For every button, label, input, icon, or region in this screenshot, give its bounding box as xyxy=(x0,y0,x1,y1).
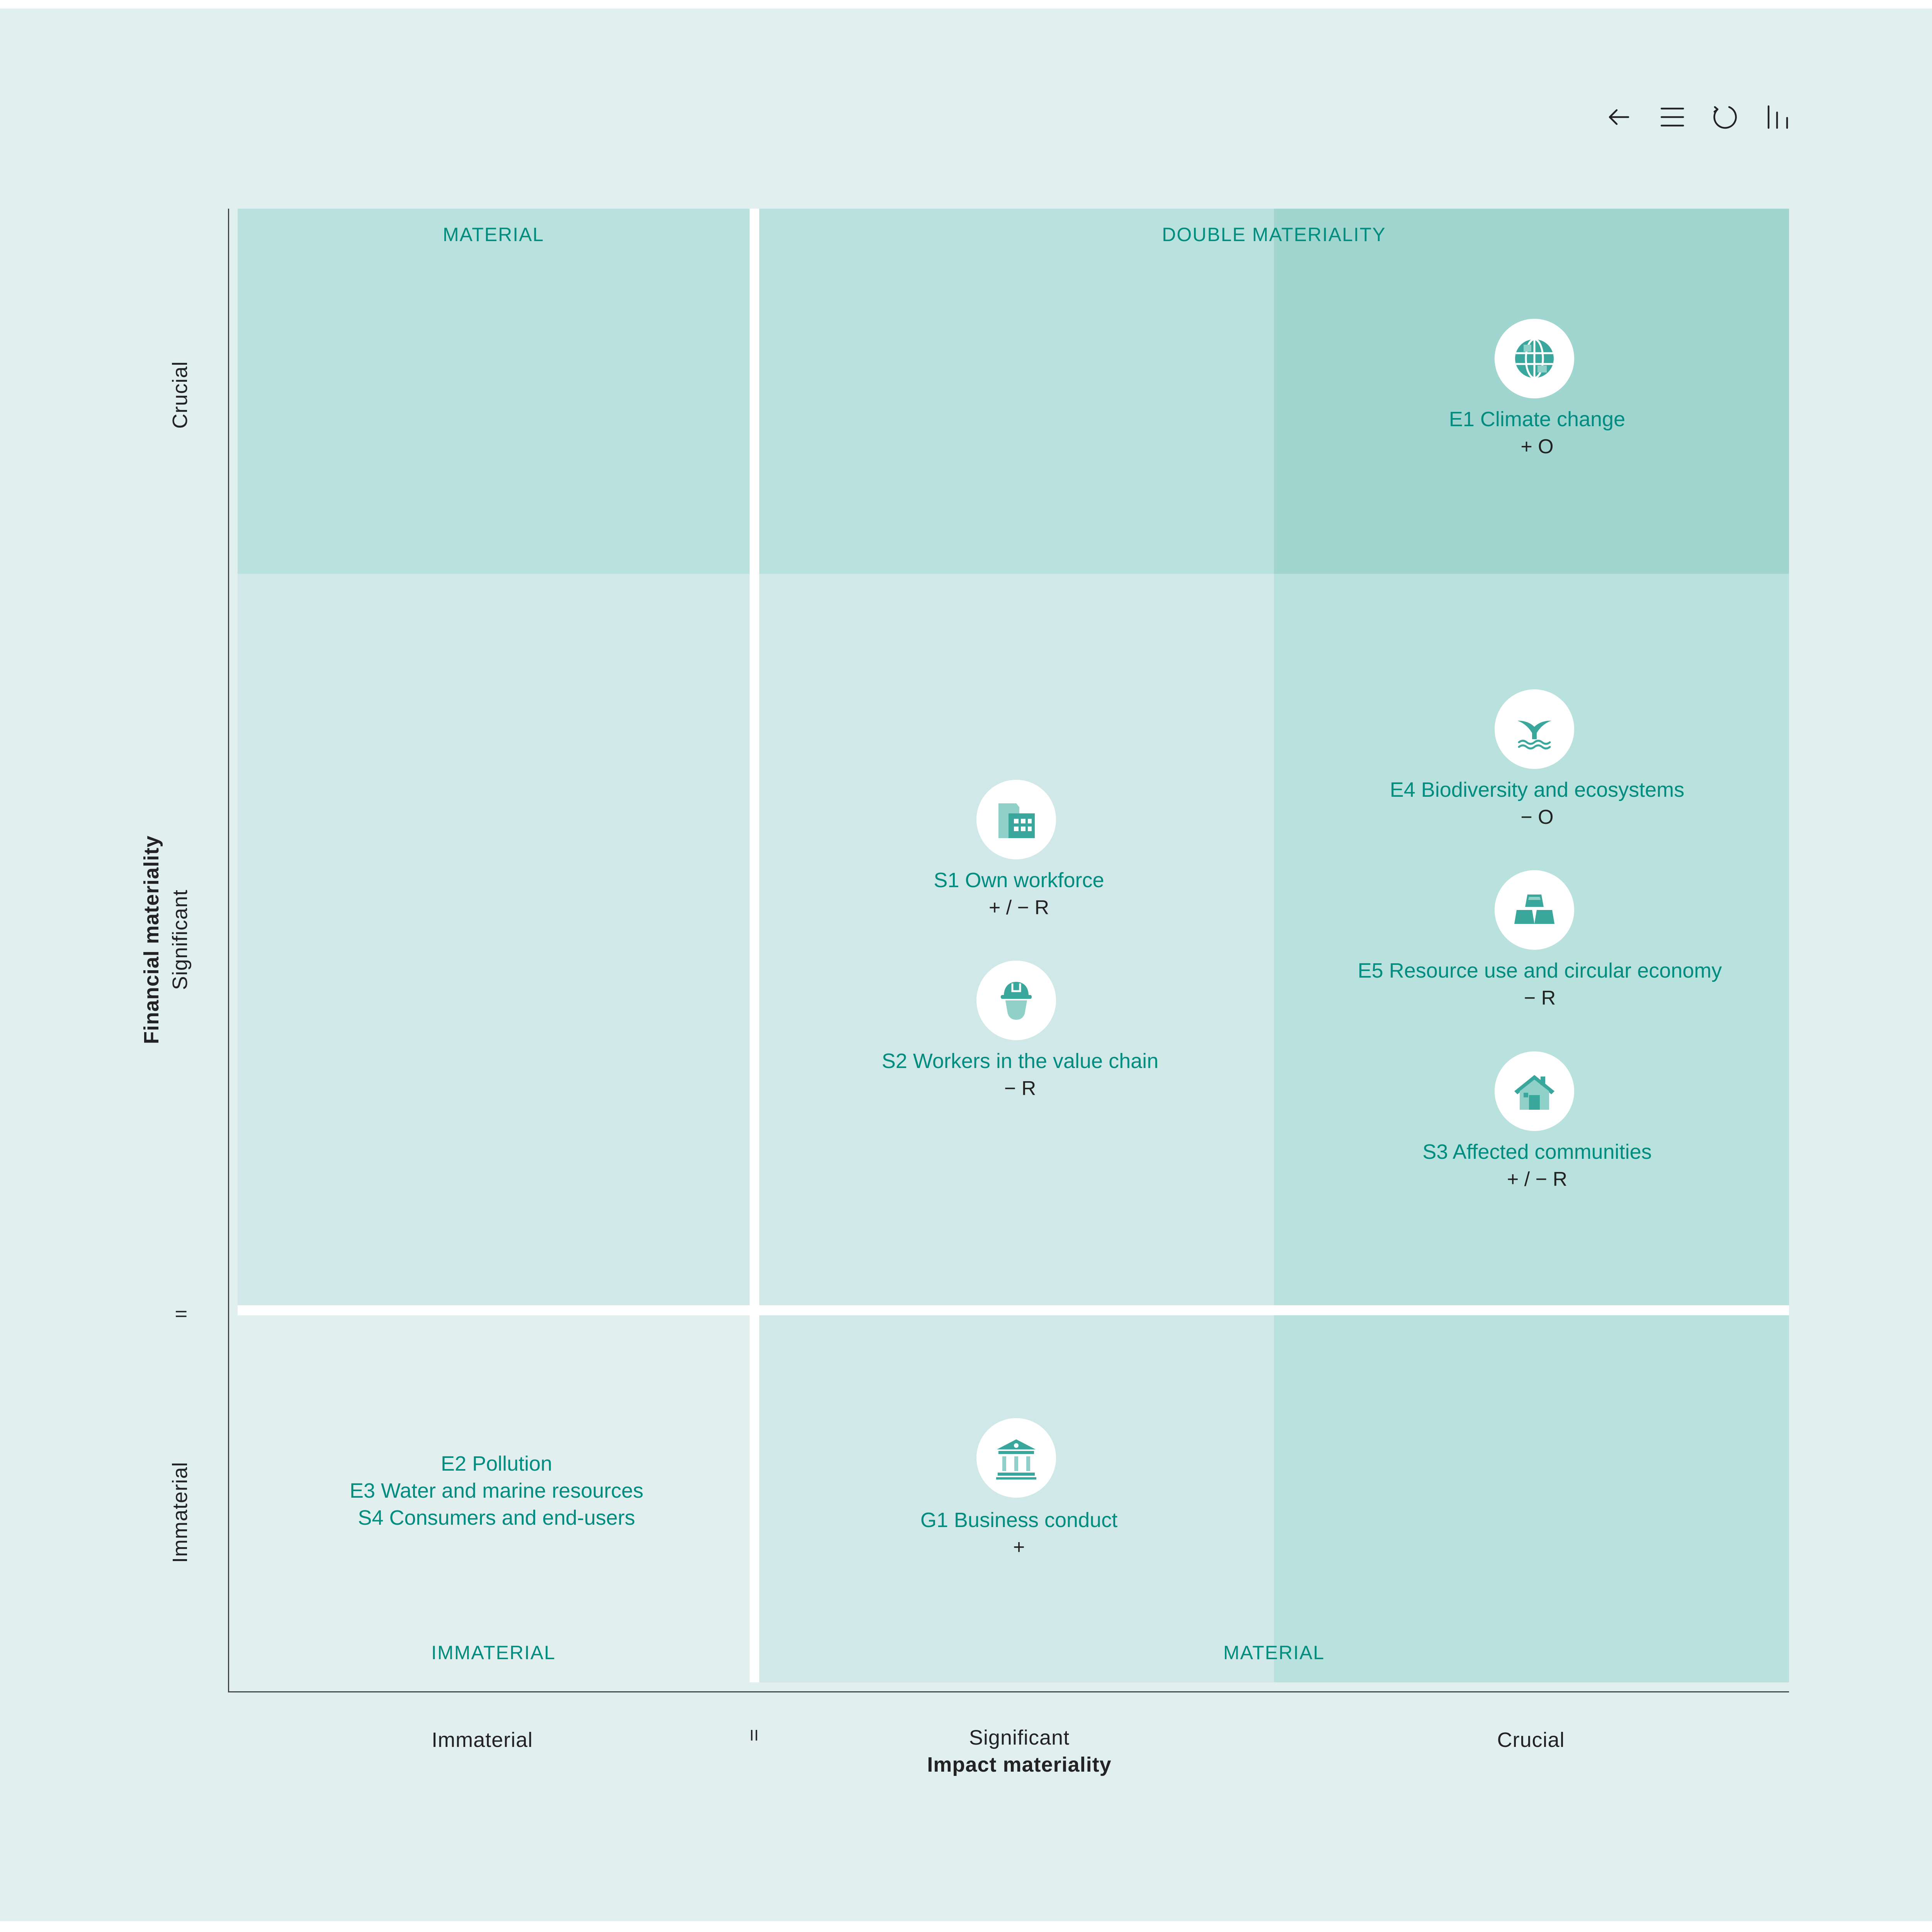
topic-flags: − R xyxy=(1004,1077,1036,1100)
topic-flags: + O xyxy=(1520,435,1554,458)
cell-top-middle xyxy=(759,209,1274,574)
bar-view-icon[interactable] xyxy=(1763,102,1793,132)
impact-threshold-line xyxy=(750,209,759,1682)
climate-change-marker[interactable] xyxy=(1495,319,1574,398)
topic-label: E4 Biodiversity and ecosystems xyxy=(1389,778,1685,801)
immaterial-topic: E3 Water and marine resources xyxy=(349,1479,644,1502)
topic-label: G1 Business conduct xyxy=(920,1509,1118,1532)
cell-bottom-middle xyxy=(759,1315,1274,1682)
financial-threshold-line xyxy=(238,1305,1789,1315)
topic-flags: + / − R xyxy=(988,896,1049,919)
institution-icon xyxy=(996,1439,1036,1480)
gold-bars-icon xyxy=(1514,895,1554,924)
affected-communities-marker[interactable] xyxy=(1495,1051,1574,1131)
office-building-icon xyxy=(998,803,1035,838)
topic-flags: − R xyxy=(1524,987,1556,1009)
value-chain-workers-marker[interactable] xyxy=(976,961,1056,1040)
cell-top-left xyxy=(238,209,750,574)
quadrant-label-top-right: DOUBLE MATERIALITY xyxy=(1162,224,1386,245)
whale-tail-icon xyxy=(1517,721,1551,750)
y-axis-title: Financial materiality xyxy=(140,835,163,1044)
biodiversity-marker[interactable] xyxy=(1495,689,1574,769)
y-tick-crucial: Crucial xyxy=(168,361,192,429)
arrow-left-icon[interactable] xyxy=(1604,102,1634,132)
house-icon xyxy=(1514,1075,1554,1110)
worker-helmet-icon xyxy=(1001,982,1032,1020)
cell-mid-middle xyxy=(759,574,1274,1305)
topic-label: E1 Climate change xyxy=(1449,408,1626,431)
immaterial-topic: S4 Consumers and end-users xyxy=(358,1506,635,1529)
y-tick-immaterial: Immaterial xyxy=(168,1461,192,1563)
x-tick-significant: Significant xyxy=(969,1726,1070,1749)
y-axis-line xyxy=(228,209,229,1692)
topic-flags: + / − R xyxy=(1507,1168,1568,1190)
x-tick-crucial: Crucial xyxy=(1497,1728,1565,1752)
cell-bottom-right xyxy=(1274,1315,1789,1682)
topic-label: S2 Workers in the value chain xyxy=(881,1049,1159,1073)
cell-bottom-left xyxy=(238,1315,750,1682)
resource-use-marker[interactable] xyxy=(1495,870,1574,950)
topic-flags: + xyxy=(1013,1536,1025,1558)
quadrant-label-bottom-left: IMMATERIAL xyxy=(431,1642,556,1663)
y-threshold-mark: II xyxy=(173,1309,190,1319)
topic-label: S3 Affected communities xyxy=(1422,1140,1652,1163)
immaterial-topic: E2 Pollution xyxy=(440,1452,553,1475)
x-tick-immaterial: Immaterial xyxy=(431,1728,533,1752)
x-axis-line xyxy=(228,1691,1789,1692)
quadrant-label-bottom-right: MATERIAL xyxy=(1223,1642,1325,1663)
topic-flags: − O xyxy=(1520,806,1554,828)
hamburger-menu-icon[interactable] xyxy=(1658,102,1687,132)
topic-label: S1 Own workforce xyxy=(934,869,1104,892)
topic-label: E5 Resource use and circular economy xyxy=(1357,959,1722,982)
quadrant-label-top-left: MATERIAL xyxy=(442,224,544,245)
globe-icon xyxy=(1515,338,1554,379)
y-tick-significant: Significant xyxy=(168,889,192,990)
cell-mid-left xyxy=(238,574,750,1305)
circular-arrow-icon[interactable] xyxy=(1710,102,1739,132)
immaterial-topic-list: E2 Pollution E3 Water and marine resourc… xyxy=(350,1450,643,1531)
business-conduct-marker[interactable] xyxy=(976,1418,1056,1498)
x-threshold-mark: II xyxy=(749,1727,759,1744)
x-axis-title: Impact materiality xyxy=(927,1753,1112,1776)
own-workforce-marker[interactable] xyxy=(976,780,1056,859)
